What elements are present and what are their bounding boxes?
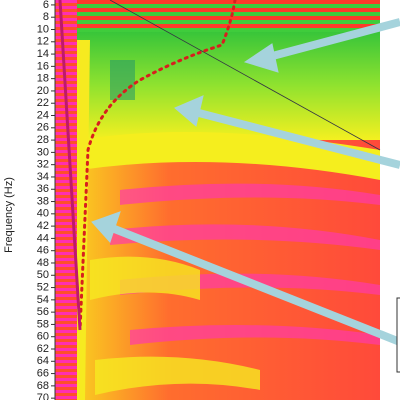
y-tick-label: 44	[37, 232, 49, 244]
y-tick-label: 56	[37, 306, 49, 318]
y-tick-label: 24	[37, 109, 49, 121]
y-tick-label: 60	[37, 331, 49, 343]
y-tick-label: 18	[37, 73, 49, 85]
y-tick-label: 38	[37, 195, 49, 207]
dispersion-curve	[78, 0, 237, 332]
dark-curve	[58, 0, 82, 331]
y-tick-label: 22	[37, 97, 49, 109]
y-tick-label: 62	[37, 343, 49, 355]
y-tick-label: 48	[37, 257, 49, 269]
y-tick-label: 70	[37, 392, 49, 400]
y-tick-label: 36	[37, 183, 49, 195]
heatmap	[55, 0, 380, 400]
y-tick-label: 26	[37, 122, 49, 134]
y-tick-label: 12	[37, 36, 49, 48]
y-tick-label: 64	[37, 355, 49, 367]
y-tick-label: 6	[43, 0, 49, 11]
y-tick-label: 46	[37, 245, 49, 257]
y-tick-label: 42	[37, 220, 49, 232]
y-tick-label: 52	[37, 281, 49, 293]
y-tick-label: 30	[37, 146, 49, 158]
y-tick-label: 58	[37, 318, 49, 330]
y-tick-label: 40	[37, 208, 49, 220]
diagonal-line	[109, 0, 381, 151]
y-tick-label: 10	[37, 23, 49, 35]
y-tick-label: 20	[37, 85, 49, 97]
y-tick-label: 68	[37, 380, 49, 392]
y-tick-label: 54	[37, 294, 49, 306]
y-tick-label: 34	[37, 171, 49, 183]
y-tick-label: 14	[37, 48, 49, 60]
y-tick-label: 28	[37, 134, 49, 146]
y-axis-label: Frequency (Hz)	[3, 177, 15, 253]
y-tick-label: 8	[43, 11, 49, 23]
annotation-box	[396, 297, 400, 373]
annotation-arrows	[91, 18, 400, 346]
y-tick-label: 16	[37, 60, 49, 72]
y-tick-label: 66	[37, 367, 49, 379]
y-tick-label: 50	[37, 269, 49, 281]
y-tick-label: 32	[37, 159, 49, 171]
